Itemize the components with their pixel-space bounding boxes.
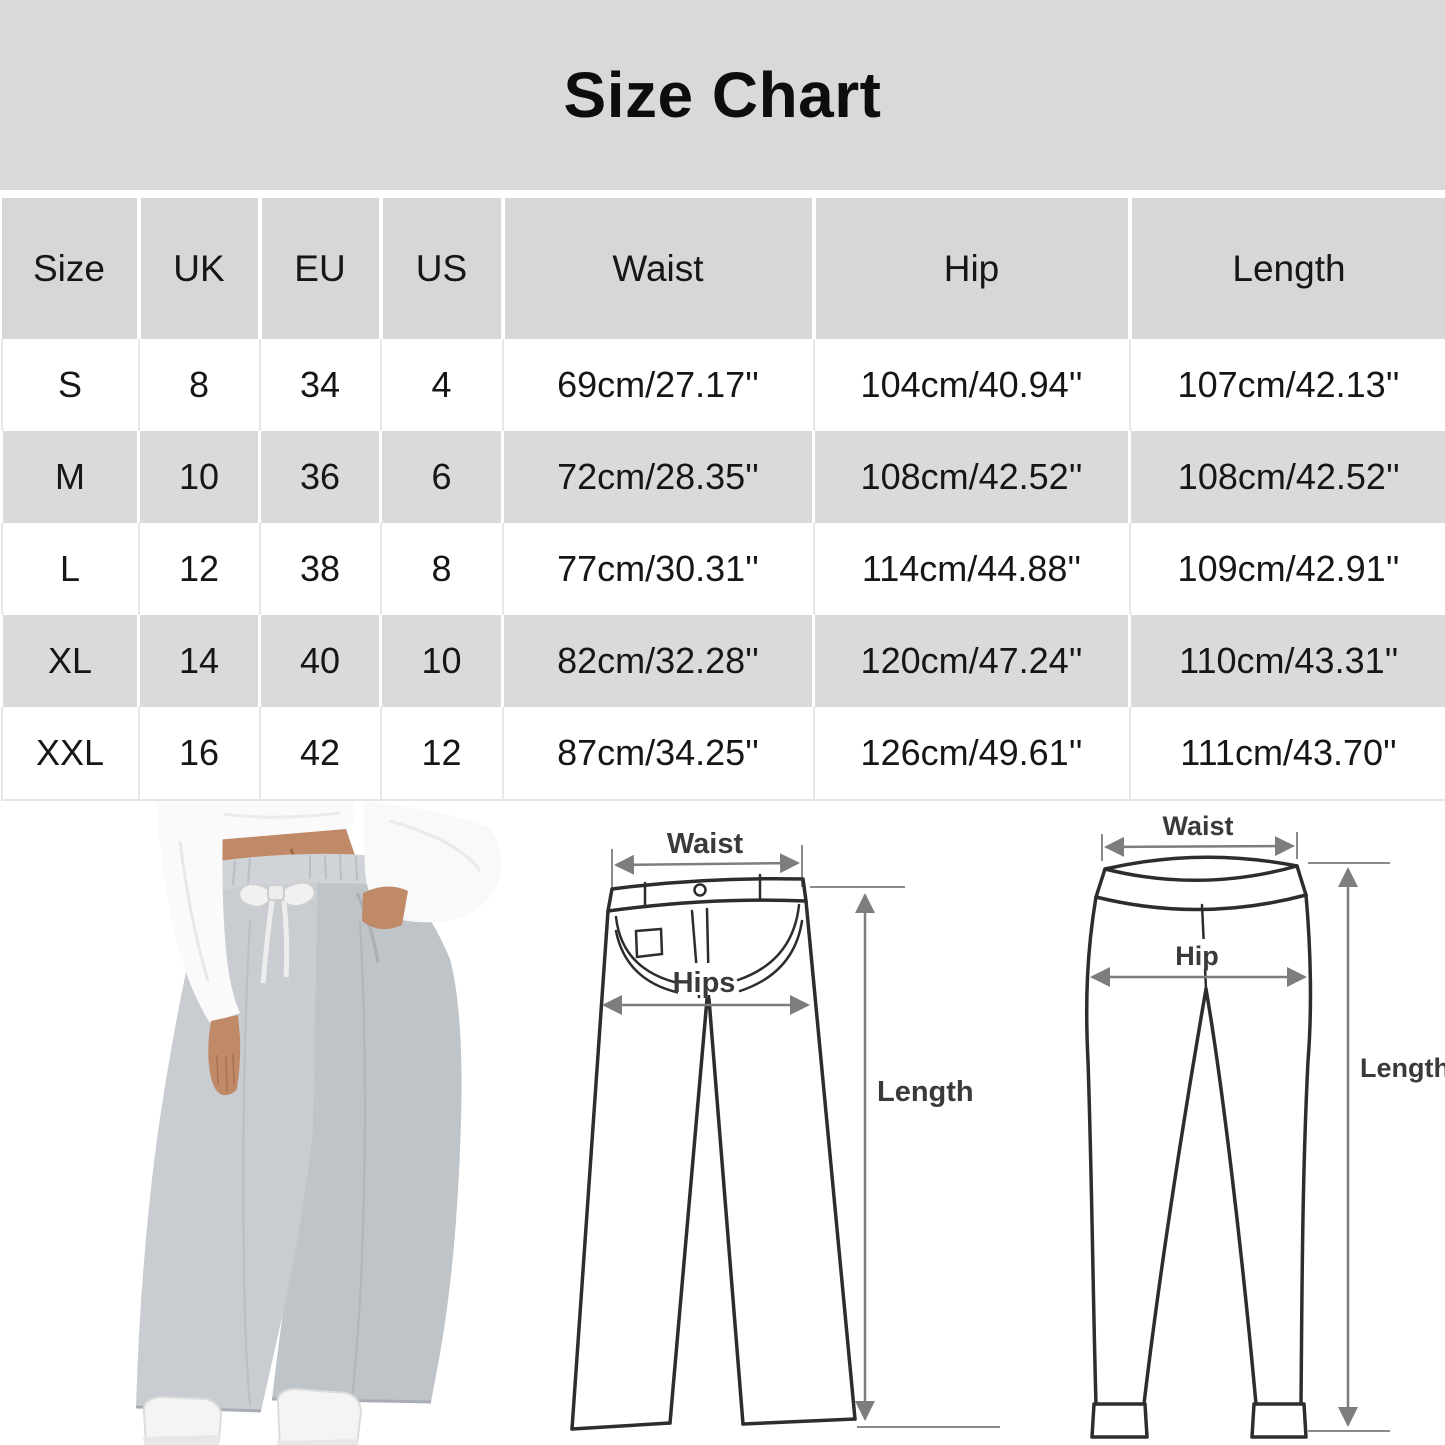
length-dimension-label: Length bbox=[877, 1076, 974, 1108]
table-cell: 40 bbox=[258, 615, 381, 707]
header-row: Size UK EU US Waist Hip Length bbox=[1, 198, 1445, 339]
right-shoe bbox=[276, 1387, 363, 1445]
column-header-hip: Hip bbox=[811, 198, 1130, 339]
waist-dimension-label: Waist bbox=[667, 828, 744, 860]
table-cell: 38 bbox=[258, 523, 381, 615]
coin-pocket bbox=[634, 927, 664, 959]
table-cell: 10 bbox=[137, 431, 260, 523]
table-cell: 36 bbox=[258, 431, 381, 523]
size-row-xl: XL 14 40 10 82cm/32.28'' 120cm/47.24'' 1… bbox=[0, 615, 1445, 707]
left-hand bbox=[208, 1015, 241, 1096]
table-cell: 72cm/28.35'' bbox=[501, 431, 814, 523]
column-header-uk: UK bbox=[136, 198, 260, 339]
column-header-us: US bbox=[378, 198, 503, 339]
table-cell: 108cm/42.52'' bbox=[812, 431, 1130, 523]
table-cell: L bbox=[0, 523, 139, 615]
table-cell: 16 bbox=[137, 707, 260, 800]
title-band: Size Chart bbox=[0, 0, 1445, 190]
table-cell: 126cm/49.61'' bbox=[812, 707, 1130, 800]
size-row-m: M 10 36 6 72cm/28.35'' 108cm/42.52'' 108… bbox=[0, 431, 1445, 523]
table-cell: 12 bbox=[379, 707, 503, 800]
size-row-xxl: XXL 16 42 12 87cm/34.25'' 126cm/49.61'' … bbox=[0, 707, 1445, 800]
table-cell: 14 bbox=[137, 615, 260, 707]
column-header-waist: Waist bbox=[500, 198, 814, 339]
size-row-s: S 8 34 4 69cm/27.17'' 104cm/40.94'' 107c… bbox=[0, 339, 1445, 431]
figures-section: Waist Hips bbox=[0, 801, 1445, 1445]
table-cell: 69cm/27.17'' bbox=[501, 339, 814, 431]
table-cell: 114cm/44.88'' bbox=[812, 523, 1130, 615]
jogger-pants-diagram: Waist Hip bbox=[1084, 811, 1445, 1439]
column-header-size: Size bbox=[1, 198, 139, 339]
size-row-l: L 12 38 8 77cm/30.31'' 114cm/44.88'' 109… bbox=[0, 523, 1445, 615]
right-hand bbox=[362, 886, 408, 930]
table-cell: 8 bbox=[379, 523, 503, 615]
table-cell: 120cm/47.24'' bbox=[812, 615, 1130, 707]
table-cell: 107cm/42.13'' bbox=[1128, 339, 1445, 431]
table-cell: 111cm/43.70'' bbox=[1128, 707, 1445, 800]
length-dimension-label: Length bbox=[1360, 1053, 1445, 1083]
table-cell: S bbox=[0, 339, 139, 431]
column-header-length: Length bbox=[1127, 198, 1445, 339]
pocket-seam bbox=[355, 892, 380, 964]
hips-dimension-label: Hips bbox=[673, 967, 736, 999]
left-shoe bbox=[142, 1395, 223, 1445]
model-photo-illustration bbox=[135, 801, 502, 1445]
table-cell: 77cm/30.31'' bbox=[501, 523, 814, 615]
table-cell: 42 bbox=[258, 707, 381, 800]
table-cell: 12 bbox=[137, 523, 260, 615]
size-table: Size UK EU US Waist Hip Length S 8 34 4 … bbox=[0, 198, 1445, 801]
left-sleeve bbox=[156, 801, 240, 1023]
table-cell: 34 bbox=[258, 339, 381, 431]
table-cell: 10 bbox=[379, 615, 503, 707]
waist-dimension-label: Waist bbox=[1162, 811, 1233, 841]
drawstring bbox=[238, 881, 316, 996]
table-cell: XL bbox=[0, 615, 139, 707]
table-cell: 87cm/34.25'' bbox=[501, 707, 814, 800]
table-cell: 108cm/42.52'' bbox=[1128, 431, 1445, 523]
table-cell: 104cm/40.94'' bbox=[812, 339, 1130, 431]
page-title: Size Chart bbox=[563, 59, 882, 131]
table-cell: 82cm/32.28'' bbox=[501, 615, 814, 707]
table-cell: 109cm/42.91'' bbox=[1128, 523, 1445, 615]
table-cell: 4 bbox=[379, 339, 503, 431]
column-header-eu: EU bbox=[257, 198, 381, 339]
hip-dimension-label: Hip bbox=[1175, 941, 1219, 971]
table-cell: 6 bbox=[379, 431, 503, 523]
table-cell: XXL bbox=[0, 707, 139, 800]
table-cell: M bbox=[0, 431, 139, 523]
table-cell: 110cm/43.31'' bbox=[1128, 615, 1445, 707]
table-cell: 8 bbox=[137, 339, 260, 431]
wide-leg-pants-diagram: Waist Hips bbox=[570, 828, 1000, 1431]
